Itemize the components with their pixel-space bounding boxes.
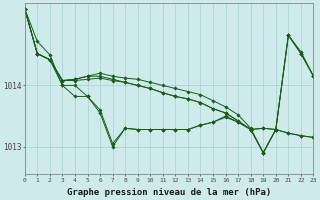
X-axis label: Graphe pression niveau de la mer (hPa): Graphe pression niveau de la mer (hPa) (67, 188, 271, 197)
